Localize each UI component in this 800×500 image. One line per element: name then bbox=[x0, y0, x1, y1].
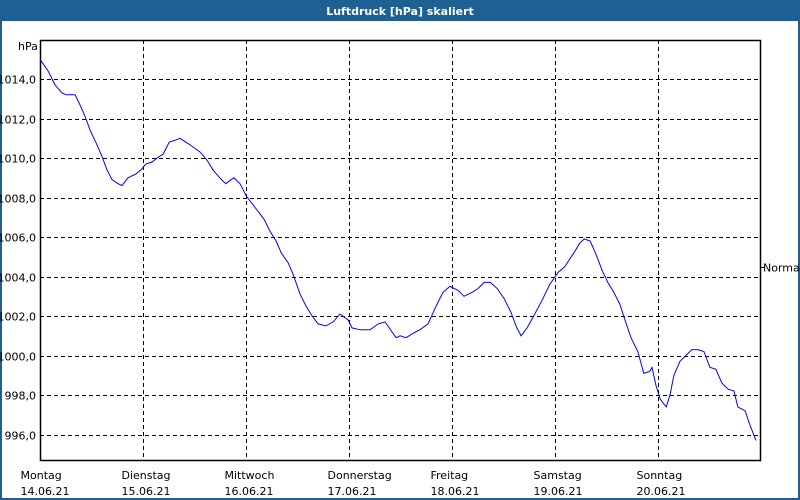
y-tick-label: 1000,0 bbox=[0, 351, 36, 364]
y-tick-label: 1014,0 bbox=[0, 74, 36, 87]
plot-frame bbox=[39, 39, 762, 462]
y-tick-label: 1002,0 bbox=[0, 311, 36, 324]
y-tick-label: 1004,0 bbox=[0, 272, 36, 285]
x-tick-date: 16.06.21 bbox=[225, 485, 274, 498]
x-tick-day: Montag bbox=[21, 469, 62, 482]
x-tick-day: Freitag bbox=[431, 469, 469, 482]
x-tick-date: 17.06.21 bbox=[328, 485, 377, 498]
grid bbox=[40, 40, 760, 460]
x-tick-day: Sonntag bbox=[637, 469, 683, 482]
x-tick-date: 15.06.21 bbox=[122, 485, 171, 498]
x-tick-day: Mittwoch bbox=[225, 469, 275, 482]
x-tick-day: Samstag bbox=[534, 469, 582, 482]
x-tick-date: 19.06.21 bbox=[534, 485, 583, 498]
chart-title: Luftdruck [hPa] skaliert bbox=[2, 2, 798, 21]
series-line-luftdruck bbox=[39, 59, 757, 441]
y-axis-label: hPa bbox=[18, 40, 38, 53]
y-tick-label: 996,0 bbox=[5, 430, 37, 443]
x-tick-date: 14.06.21 bbox=[21, 485, 70, 498]
normal-label: Normal bbox=[763, 262, 800, 275]
y-tick-label: 998,0 bbox=[5, 390, 37, 403]
x-tick-date: 20.06.21 bbox=[637, 485, 686, 498]
x-tick-date: 18.06.21 bbox=[431, 485, 480, 498]
y-tick-label: 1006,0 bbox=[0, 232, 36, 245]
y-tick-label: 1012,0 bbox=[0, 114, 36, 127]
y-tick-label: 1008,0 bbox=[0, 193, 36, 206]
x-tick-day: Dienstag bbox=[122, 469, 171, 482]
x-tick-day: Donnerstag bbox=[328, 469, 392, 482]
y-tick-label: 1010,0 bbox=[0, 153, 36, 166]
